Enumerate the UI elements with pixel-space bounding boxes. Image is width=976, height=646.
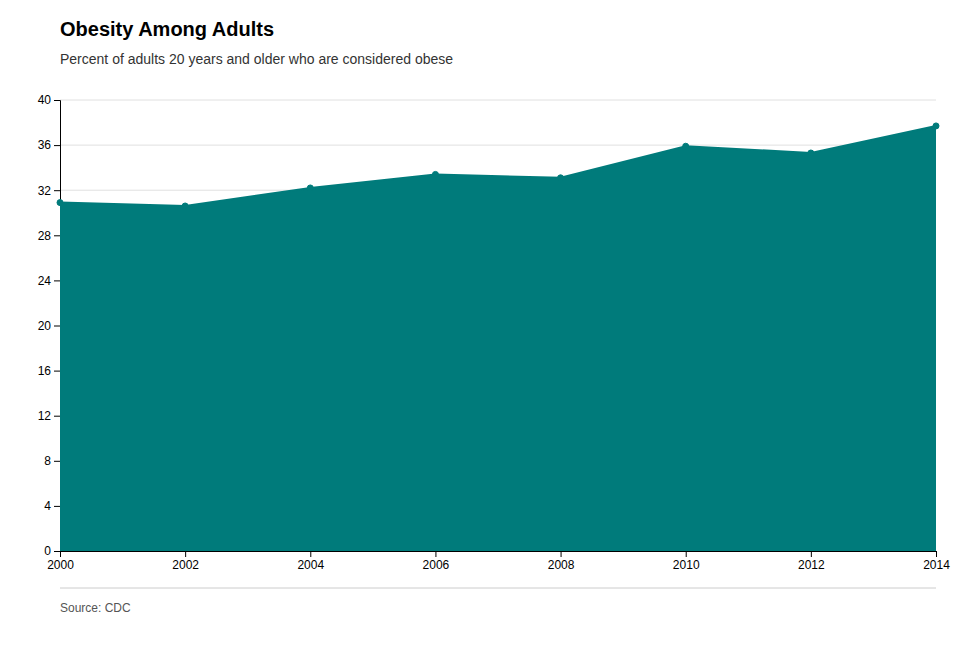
y-tick-label: 24 bbox=[38, 274, 52, 288]
grid-line bbox=[60, 100, 936, 101]
y-tick: 32 bbox=[38, 184, 60, 198]
y-axis: 0 4 8 12 16 20 24 28 32 36 40 bbox=[38, 93, 61, 558]
x-tick-label: 2000 bbox=[47, 558, 74, 572]
y-tick-mark bbox=[54, 100, 60, 101]
x-tick: 2010 bbox=[673, 551, 700, 572]
x-tick-label: 2006 bbox=[423, 558, 450, 572]
x-tick: 2008 bbox=[548, 551, 575, 572]
x-tick-label: 2014 bbox=[923, 558, 950, 572]
x-axis: 2000 2002 2004 2006 2008 2010 2012 2014 bbox=[47, 551, 950, 572]
marker bbox=[182, 203, 188, 209]
y-tick: 12 bbox=[38, 409, 60, 423]
x-tick-mark bbox=[185, 551, 186, 557]
y-tick-mark bbox=[54, 506, 60, 507]
y-tick-mark bbox=[54, 190, 60, 191]
y-tick-label: 8 bbox=[44, 454, 51, 468]
y-tick: 36 bbox=[38, 138, 60, 152]
x-tick-mark bbox=[686, 551, 687, 557]
x-tick: 2012 bbox=[798, 551, 825, 572]
marker bbox=[432, 171, 438, 177]
chart-svg: Obesity Among Adults Percent of adults 20… bbox=[0, 0, 976, 646]
x-tick-label: 2002 bbox=[172, 558, 199, 572]
y-tick-label: 32 bbox=[38, 184, 52, 198]
marker bbox=[558, 175, 564, 181]
x-axis-line bbox=[61, 552, 937, 558]
y-tick-label: 0 bbox=[44, 544, 51, 558]
y-tick-label: 20 bbox=[38, 319, 52, 333]
y-tick-label: 36 bbox=[38, 138, 52, 152]
x-tick: 2002 bbox=[172, 551, 199, 572]
y-tick: 24 bbox=[38, 274, 60, 288]
y-tick-label: 40 bbox=[38, 93, 52, 107]
x-tick: 2004 bbox=[297, 551, 324, 572]
x-tick-mark bbox=[936, 551, 937, 557]
x-tick-mark bbox=[310, 551, 311, 557]
line bbox=[60, 126, 936, 206]
y-tick-mark bbox=[54, 371, 60, 372]
marker bbox=[808, 150, 814, 156]
x-tick-label: 2012 bbox=[798, 558, 825, 572]
y-tick-label: 28 bbox=[38, 229, 52, 243]
separator bbox=[60, 588, 936, 589]
y-axis-line bbox=[54, 101, 61, 552]
y-tick-label: 16 bbox=[38, 364, 52, 378]
y-tick: 16 bbox=[38, 364, 60, 378]
data bbox=[57, 123, 939, 551]
title: Obesity Among Adults bbox=[60, 18, 274, 40]
y-tick-mark bbox=[54, 461, 60, 462]
y-tick-label: 12 bbox=[38, 409, 52, 423]
marker bbox=[933, 123, 939, 129]
y-tick: 8 bbox=[44, 454, 60, 468]
x-tick-mark bbox=[435, 551, 436, 557]
x-tick-label: 2008 bbox=[548, 558, 575, 572]
y-tick: 0 bbox=[44, 544, 60, 558]
grid-line bbox=[60, 145, 936, 146]
y-tick-label: 4 bbox=[44, 499, 51, 513]
x-tick: 2006 bbox=[423, 551, 450, 572]
x-tick-mark bbox=[561, 551, 562, 557]
y-tick-mark bbox=[54, 280, 60, 281]
y-tick: 28 bbox=[38, 229, 60, 243]
y-tick: 4 bbox=[44, 499, 60, 513]
subtitle: Percent of adults 20 years and older who… bbox=[60, 51, 453, 67]
marker bbox=[307, 185, 313, 191]
y-tick-mark bbox=[54, 416, 60, 417]
y-tick-mark bbox=[54, 145, 60, 146]
y-tick: 40 bbox=[38, 93, 60, 107]
x-tick-mark bbox=[60, 551, 61, 557]
marker bbox=[57, 200, 63, 206]
x-tick-label: 2010 bbox=[673, 558, 700, 572]
y-tick: 20 bbox=[38, 319, 60, 333]
source: Source: CDC bbox=[60, 601, 131, 615]
area bbox=[60, 126, 936, 551]
x-tick-mark bbox=[811, 551, 812, 557]
plot: 0481216202428323640200020022004200620082… bbox=[38, 93, 951, 571]
marker bbox=[683, 143, 689, 149]
grid bbox=[60, 100, 936, 551]
y-tick-mark bbox=[54, 326, 60, 327]
x-tick-label: 2004 bbox=[297, 558, 324, 572]
x-tick: 2000 bbox=[47, 551, 74, 572]
y-tick-mark bbox=[54, 235, 60, 236]
x-tick: 2014 bbox=[923, 551, 950, 572]
y-tick-mark bbox=[54, 551, 60, 552]
